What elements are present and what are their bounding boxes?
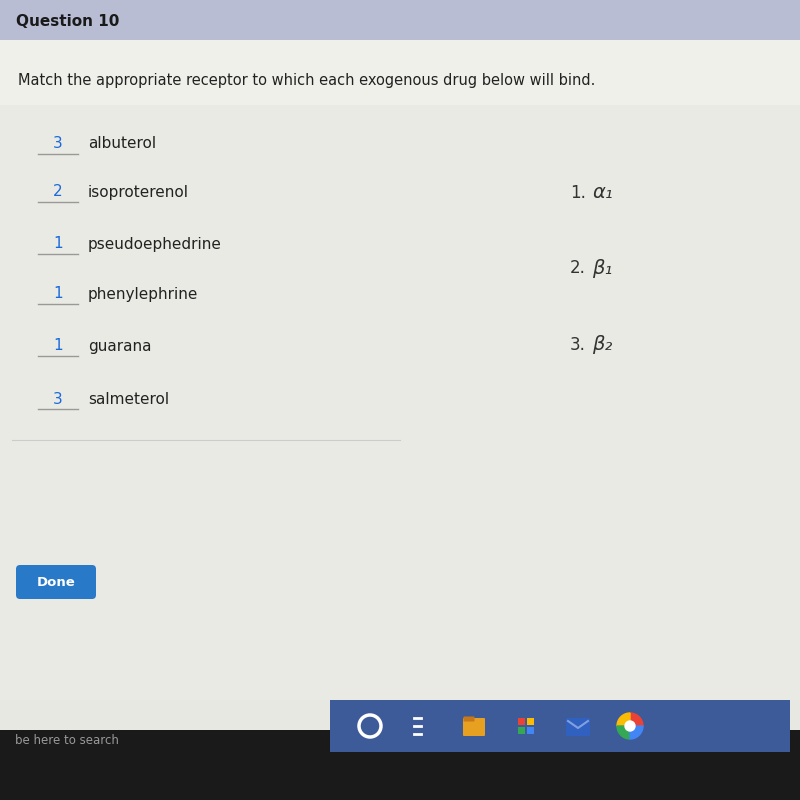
Text: be here to search: be here to search [15,734,119,746]
Text: 1: 1 [53,237,63,251]
FancyBboxPatch shape [463,718,485,736]
FancyBboxPatch shape [518,727,525,734]
FancyBboxPatch shape [566,718,590,736]
Text: phenylephrine: phenylephrine [88,286,198,302]
Text: albuterol: albuterol [88,137,156,151]
Text: isoproterenol: isoproterenol [88,185,189,199]
FancyBboxPatch shape [518,718,525,725]
FancyBboxPatch shape [527,727,534,734]
Text: guarana: guarana [88,338,151,354]
Text: β₂: β₂ [592,335,612,354]
Text: 1: 1 [53,286,63,302]
Polygon shape [630,713,643,726]
Polygon shape [617,726,630,739]
Text: Done: Done [37,575,75,589]
Text: Question 10: Question 10 [16,14,119,30]
Text: 1.: 1. [570,184,586,202]
Text: 2: 2 [53,185,63,199]
Text: pseudoephedrine: pseudoephedrine [88,237,222,251]
FancyBboxPatch shape [0,105,800,700]
Circle shape [625,721,635,731]
Text: Match the appropriate receptor to which each exogenous drug below will bind.: Match the appropriate receptor to which … [18,73,595,87]
FancyBboxPatch shape [330,700,790,752]
FancyBboxPatch shape [463,717,474,722]
Polygon shape [617,713,630,726]
FancyBboxPatch shape [16,565,96,599]
FancyBboxPatch shape [0,40,800,105]
FancyBboxPatch shape [0,730,800,800]
Text: α₁: α₁ [592,183,613,202]
Text: β₁: β₁ [592,258,612,278]
Text: salmeterol: salmeterol [88,391,169,406]
FancyBboxPatch shape [0,0,800,40]
Text: 2.: 2. [570,259,586,277]
Text: 1: 1 [53,338,63,354]
Text: 3: 3 [53,137,63,151]
Polygon shape [630,726,643,739]
Text: 3: 3 [53,391,63,406]
Text: 3.: 3. [570,336,586,354]
FancyBboxPatch shape [527,718,534,725]
